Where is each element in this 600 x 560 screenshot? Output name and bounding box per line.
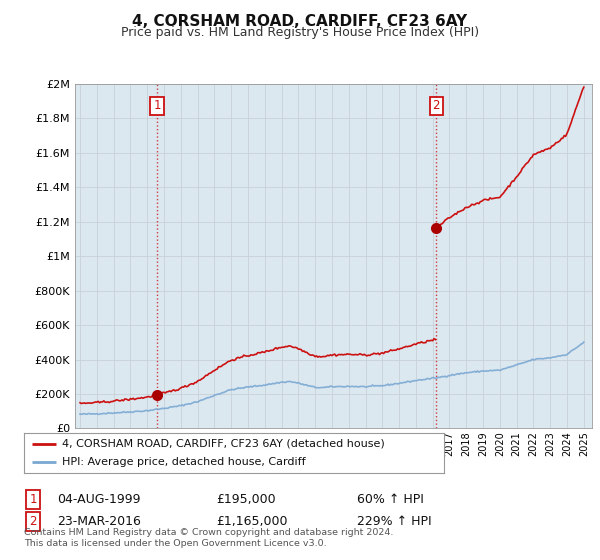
- Text: 2: 2: [433, 100, 440, 113]
- Text: 60% ↑ HPI: 60% ↑ HPI: [357, 493, 424, 506]
- Text: Contains HM Land Registry data © Crown copyright and database right 2024.
This d: Contains HM Land Registry data © Crown c…: [24, 528, 394, 548]
- Text: Price paid vs. HM Land Registry's House Price Index (HPI): Price paid vs. HM Land Registry's House …: [121, 26, 479, 39]
- Text: £1,165,000: £1,165,000: [216, 515, 287, 529]
- Text: 2: 2: [29, 515, 37, 529]
- Text: 4, CORSHAM ROAD, CARDIFF, CF23 6AY: 4, CORSHAM ROAD, CARDIFF, CF23 6AY: [133, 14, 467, 29]
- Text: 1: 1: [154, 100, 161, 113]
- Text: 23-MAR-2016: 23-MAR-2016: [57, 515, 141, 529]
- Text: 229% ↑ HPI: 229% ↑ HPI: [357, 515, 431, 529]
- Text: 4, CORSHAM ROAD, CARDIFF, CF23 6AY (detached house): 4, CORSHAM ROAD, CARDIFF, CF23 6AY (deta…: [62, 439, 385, 449]
- Text: HPI: Average price, detached house, Cardiff: HPI: Average price, detached house, Card…: [62, 458, 305, 467]
- Text: £195,000: £195,000: [216, 493, 275, 506]
- Text: 1: 1: [29, 493, 37, 506]
- Text: 04-AUG-1999: 04-AUG-1999: [57, 493, 140, 506]
